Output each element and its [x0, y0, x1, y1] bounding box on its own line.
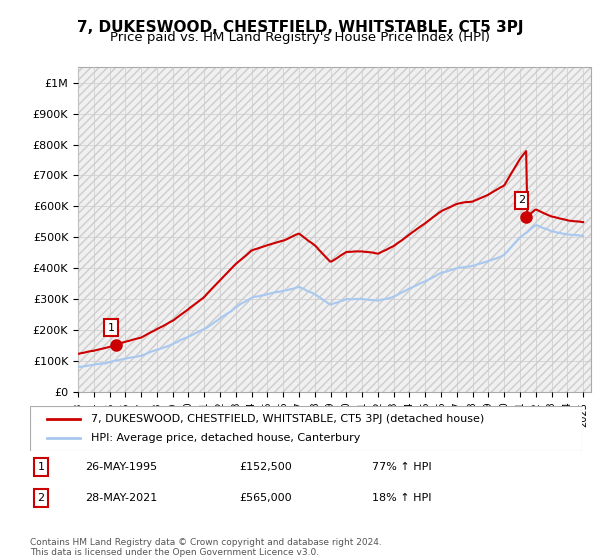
Text: Price paid vs. HM Land Registry's House Price Index (HPI): Price paid vs. HM Land Registry's House … — [110, 31, 490, 44]
Text: Contains HM Land Registry data © Crown copyright and database right 2024.
This d: Contains HM Land Registry data © Crown c… — [30, 538, 382, 557]
Text: £565,000: £565,000 — [240, 493, 292, 503]
Text: 2: 2 — [37, 493, 44, 503]
Text: 7, DUKESWOOD, CHESTFIELD, WHITSTABLE, CT5 3PJ (detached house): 7, DUKESWOOD, CHESTFIELD, WHITSTABLE, CT… — [91, 413, 484, 423]
Text: 77% ↑ HPI: 77% ↑ HPI — [372, 462, 432, 472]
FancyBboxPatch shape — [30, 406, 582, 451]
Text: 1: 1 — [107, 323, 115, 333]
Text: 18% ↑ HPI: 18% ↑ HPI — [372, 493, 432, 503]
Text: 2: 2 — [518, 195, 525, 205]
Text: 26-MAY-1995: 26-MAY-1995 — [85, 462, 157, 472]
Text: HPI: Average price, detached house, Canterbury: HPI: Average price, detached house, Cant… — [91, 433, 360, 444]
Text: 28-MAY-2021: 28-MAY-2021 — [85, 493, 157, 503]
Text: £152,500: £152,500 — [240, 462, 293, 472]
Text: 7, DUKESWOOD, CHESTFIELD, WHITSTABLE, CT5 3PJ: 7, DUKESWOOD, CHESTFIELD, WHITSTABLE, CT… — [77, 20, 523, 35]
Text: 1: 1 — [38, 462, 44, 472]
